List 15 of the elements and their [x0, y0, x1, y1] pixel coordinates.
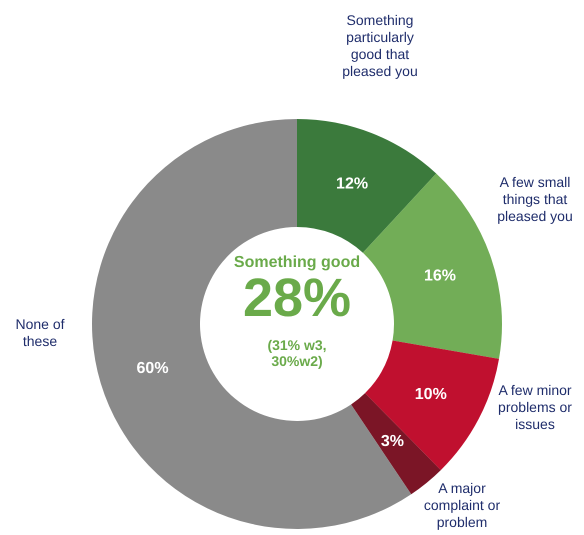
text: (31% w3, 30%w2) — [267, 337, 327, 369]
data-label: 3% — [380, 433, 404, 450]
donut-slice — [92, 119, 412, 529]
data-label: 16% — [424, 268, 456, 285]
slice-label: A few minor problems or issues — [498, 382, 572, 432]
donut-slice — [365, 340, 500, 470]
data-label: 12% — [336, 175, 368, 192]
slice-label: None of these — [15, 316, 65, 349]
slice-label: A major complaint or problem — [424, 480, 500, 530]
data-label: 10% — [414, 386, 447, 404]
data-label: 60% — [136, 360, 169, 377]
donut-slice — [297, 119, 436, 253]
text: Something good — [234, 254, 360, 271]
slice-label: A few small things that pleased you — [497, 174, 573, 224]
slice-label: Something particularly good that pleased you — [342, 12, 418, 79]
